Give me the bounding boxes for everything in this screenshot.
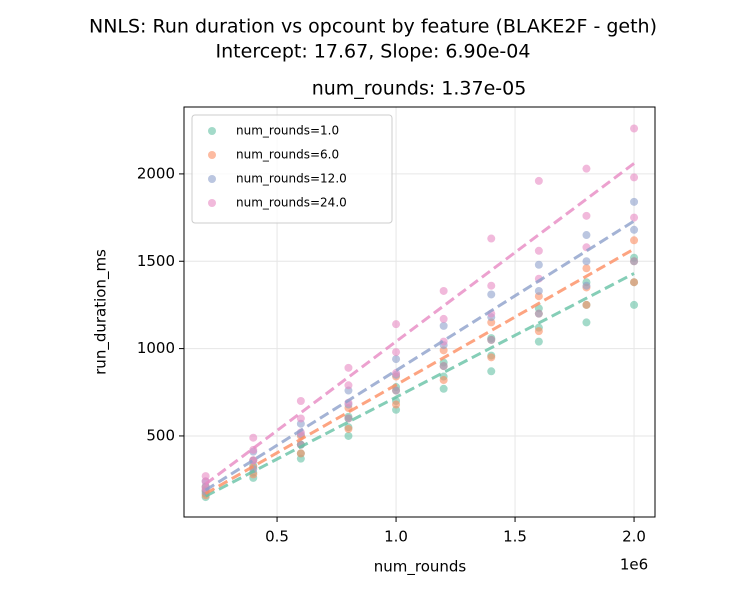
legend-box <box>191 114 393 224</box>
point <box>487 281 496 290</box>
point <box>630 278 639 287</box>
point <box>534 260 543 269</box>
point <box>630 257 639 266</box>
point <box>392 400 401 409</box>
axes-title: num_rounds: 1.37e-05 <box>312 78 527 100</box>
point <box>582 211 591 220</box>
y-tick-label: 2000 <box>137 164 175 182</box>
point <box>630 225 639 234</box>
legend-label: num_rounds=12.0 <box>236 172 347 186</box>
point <box>582 300 591 309</box>
point <box>392 369 401 378</box>
point <box>487 335 496 344</box>
point <box>296 397 305 406</box>
point <box>439 314 448 323</box>
point <box>392 386 401 395</box>
chart-subtitle: Intercept: 17.67, Slope: 6.90e-04 <box>216 41 531 63</box>
point <box>249 433 258 442</box>
point <box>344 363 353 372</box>
point <box>534 286 543 295</box>
point <box>344 431 353 440</box>
point <box>630 236 639 245</box>
legend-label: num_rounds=24.0 <box>236 196 347 210</box>
point <box>630 213 639 222</box>
plot-frame <box>183 106 656 518</box>
x-axis-label: num_rounds <box>374 558 467 577</box>
x-tick-label: 1.0 <box>384 528 408 546</box>
point <box>344 381 353 390</box>
point <box>534 337 543 346</box>
chart-title: NNLS: Run duration vs opcount by feature… <box>89 16 657 38</box>
legend-marker <box>208 151 216 159</box>
point <box>296 414 305 423</box>
x-tick-label: 2.0 <box>622 528 646 546</box>
point <box>487 290 496 299</box>
point <box>439 286 448 295</box>
point <box>392 348 401 357</box>
point <box>630 300 639 309</box>
point <box>392 320 401 329</box>
point <box>392 355 401 364</box>
point <box>439 362 448 371</box>
point <box>439 321 448 330</box>
point <box>296 449 305 458</box>
y-tick-label: 500 <box>146 426 175 444</box>
point <box>582 318 591 327</box>
point <box>534 176 543 185</box>
point <box>344 414 353 423</box>
fit-line <box>204 219 635 492</box>
point <box>534 327 543 336</box>
point <box>582 264 591 273</box>
x-tick-label: 1.5 <box>503 528 527 546</box>
point <box>439 376 448 385</box>
point <box>201 472 210 481</box>
legend-label: num_rounds=6.0 <box>236 148 339 162</box>
point <box>630 173 639 182</box>
x-tick-label: 0.5 <box>265 528 289 546</box>
fit-line <box>204 247 635 495</box>
point <box>487 353 496 362</box>
legend-marker <box>208 175 216 183</box>
point <box>487 234 496 243</box>
point <box>344 424 353 433</box>
y-tick-label: 1500 <box>137 252 175 270</box>
legend: num_rounds=1.0 num_rounds=6.0 num_rounds=1… <box>191 114 393 224</box>
point <box>487 367 496 376</box>
legend-marker <box>208 199 216 207</box>
point <box>534 309 543 318</box>
point <box>534 246 543 255</box>
point <box>582 257 591 266</box>
point <box>582 281 591 290</box>
legend-label: num_rounds=1.0 <box>236 124 339 138</box>
x-offset-label: 1e6 <box>620 556 648 574</box>
point <box>582 231 591 240</box>
point <box>582 164 591 173</box>
y-tick-label: 1000 <box>137 339 175 357</box>
point <box>439 384 448 393</box>
point <box>630 124 639 133</box>
fit-line <box>204 272 635 498</box>
y-axis-label: run_duration_ms <box>92 249 111 375</box>
point <box>630 197 639 206</box>
legend-marker <box>208 127 216 135</box>
